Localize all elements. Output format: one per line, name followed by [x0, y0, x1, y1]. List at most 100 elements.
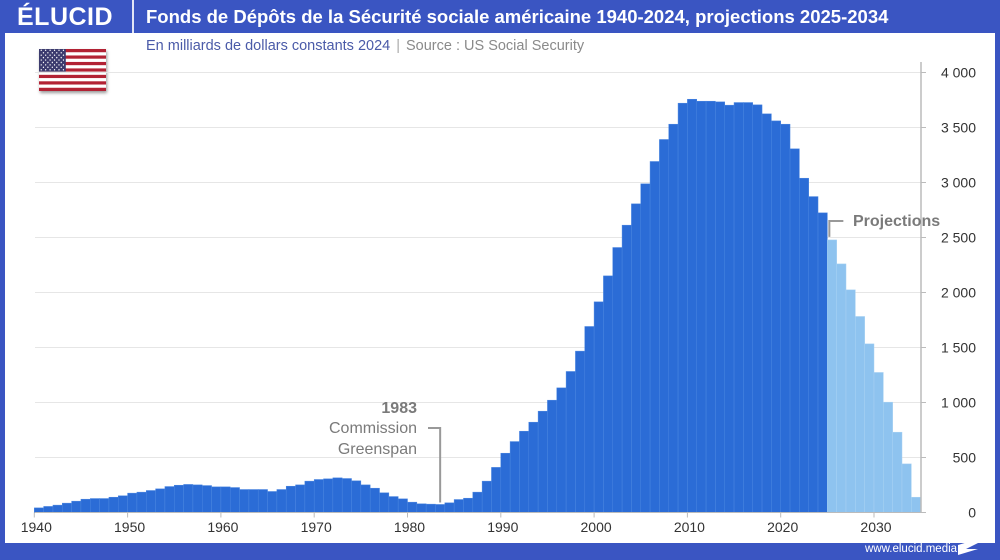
bar-2015 — [733, 102, 744, 513]
bar-1992 — [519, 430, 530, 513]
bar-2004 — [631, 203, 641, 513]
bar-1969 — [304, 480, 315, 513]
x-tick-label: 1940 — [21, 519, 52, 535]
bar-2021 — [789, 148, 800, 513]
bar-2014 — [724, 104, 735, 513]
projection-bar-2034 — [911, 496, 921, 513]
bar-1984 — [444, 502, 455, 513]
bar-2009 — [677, 102, 688, 513]
y-tick-label: 2 000 — [941, 285, 976, 301]
bar-1977 — [379, 492, 390, 513]
bar-1953 — [155, 488, 166, 513]
bar-1957 — [192, 484, 203, 513]
bar-2010 — [687, 98, 697, 513]
bar-2005 — [640, 183, 651, 513]
subtitle-divider: | — [396, 38, 400, 54]
bar-2020 — [780, 123, 791, 513]
bar-1989 — [491, 467, 502, 513]
bar-1997 — [565, 371, 576, 513]
chart-subtitle: En milliards de dollars constants 2024 | S… — [146, 38, 584, 54]
bar-2022 — [799, 177, 809, 513]
annotation-projections-bracket — [828, 220, 844, 237]
bar-1976 — [369, 487, 380, 513]
bar-1942 — [52, 504, 63, 513]
bar-1979 — [397, 498, 408, 513]
bar-1972 — [332, 477, 343, 513]
y-tick-label: 0 — [968, 505, 976, 521]
bar-2006 — [649, 161, 660, 513]
bar-1965 — [267, 491, 278, 513]
annotation-1983-leader-line — [428, 427, 442, 503]
bar-2011 — [696, 100, 707, 513]
bar-2023 — [808, 196, 819, 513]
bar-1947 — [99, 498, 110, 513]
x-tick-label: 2000 — [581, 519, 612, 535]
x-tick-label: 1990 — [487, 519, 518, 535]
bar-1991 — [509, 441, 520, 513]
bar-1956 — [183, 484, 194, 513]
projection-bar-2026 — [836, 263, 847, 513]
bar-1980 — [407, 501, 418, 513]
y-tick-label: 3 000 — [941, 175, 976, 191]
x-tick-label: 1980 — [394, 519, 425, 535]
y-tick-label: 1 000 — [941, 395, 976, 411]
bar-1968 — [295, 484, 306, 513]
projection-bar-2027 — [845, 289, 856, 513]
bar-2017 — [752, 104, 763, 513]
bar-2007 — [659, 139, 669, 513]
elucid-logo: ÉLUCID — [17, 3, 114, 31]
footer-url[interactable]: www.elucid.media — [865, 543, 958, 555]
bar-1961 — [229, 487, 240, 513]
bar-1995 — [547, 399, 558, 513]
annotation-commission: Commission — [329, 420, 417, 437]
bar-1986 — [463, 497, 474, 513]
bar-1951 — [136, 491, 147, 513]
bar-1952 — [146, 490, 156, 513]
elucid-mark-icon — [958, 539, 978, 555]
bar-1940 — [34, 507, 44, 513]
bar-1966 — [276, 489, 287, 513]
bar-1970 — [313, 479, 324, 513]
bar-1945 — [80, 498, 91, 513]
chart-title: Fonds de Dépôts de la Sécurité sociale a… — [146, 6, 889, 27]
bar-1955 — [174, 484, 184, 513]
bar-1946 — [90, 498, 100, 513]
bar-1999 — [584, 326, 595, 513]
bar-2000 — [593, 301, 604, 513]
annotation-projections: Projections — [853, 213, 940, 230]
bar-2019 — [771, 120, 781, 513]
bar-1988 — [481, 480, 492, 513]
projection-bar-2031 — [883, 401, 893, 513]
bar-2024 — [817, 212, 828, 513]
bar-2018 — [761, 113, 772, 513]
projection-bar-2030 — [873, 372, 884, 513]
x-tick-label: 2030 — [860, 519, 891, 535]
bar-2016 — [743, 102, 753, 513]
bar-1950 — [127, 492, 138, 513]
bar-2002 — [612, 247, 623, 513]
annotation-greenspan: Greenspan — [338, 441, 417, 458]
bar-1959 — [211, 486, 222, 513]
x-tick-label: 2020 — [767, 519, 798, 535]
annotation-1983-year: 1983 — [381, 400, 417, 417]
y-tick-label: 4 000 — [941, 65, 976, 81]
bar-1963 — [248, 489, 259, 513]
bar-1943 — [62, 502, 72, 513]
projection-bar-2032 — [892, 431, 903, 513]
projection-bar-2029 — [864, 343, 875, 513]
y-tick-label: 2 500 — [941, 230, 976, 246]
bar-1941 — [43, 506, 54, 513]
bar-1987 — [472, 491, 483, 513]
bar-2001 — [603, 275, 614, 513]
x-tick-label: 1960 — [207, 519, 238, 535]
bar-1944 — [71, 500, 82, 513]
bar-1960 — [220, 486, 231, 513]
bar-1975 — [360, 484, 371, 513]
bar-1954 — [164, 486, 175, 513]
bar-1990 — [500, 452, 511, 513]
bar-1971 — [323, 478, 334, 513]
bar-1974 — [351, 480, 362, 513]
us-flag-icon — [39, 49, 106, 91]
bar-1981 — [416, 503, 427, 513]
